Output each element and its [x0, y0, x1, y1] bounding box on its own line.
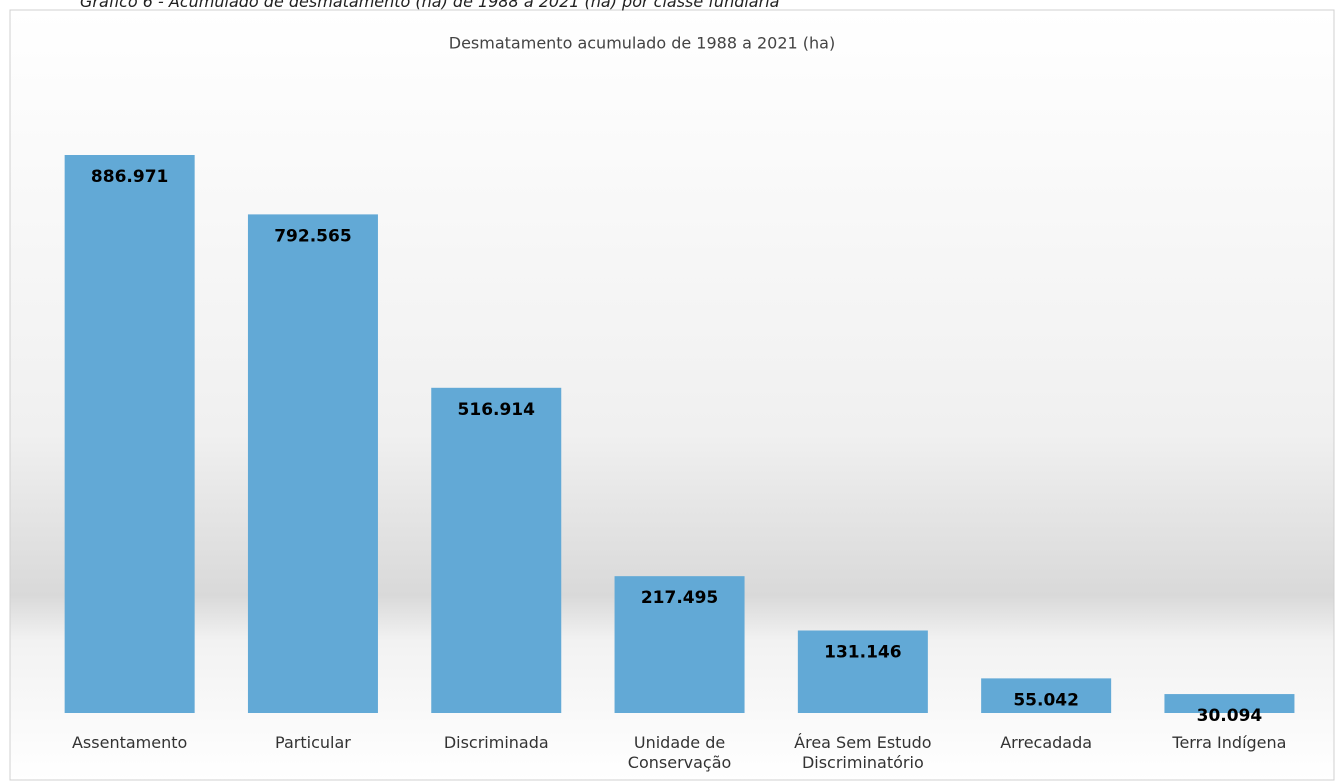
bar	[797, 630, 928, 713]
value-label: 516.914	[458, 400, 536, 420]
bar	[247, 214, 378, 713]
x-tick-label: Arrecadada	[1000, 733, 1093, 752]
x-tick-label: Assentamento	[71, 733, 188, 752]
value-label: 131.146	[824, 642, 901, 662]
x-tick-label: Discriminada	[443, 733, 549, 752]
value-label: 886.971	[91, 167, 168, 187]
x-tick-label: Área Sem Estudo Discriminatório	[794, 733, 932, 772]
caption: Gráfico 6 - Acumulado de desmatamento (h…	[80, 0, 780, 11]
value-label: 792.565	[274, 226, 351, 246]
x-tick-label: Terra Indígena	[1172, 733, 1287, 752]
x-tick-label: Particular	[275, 733, 351, 752]
x-tick-label: Unidade de Conservação	[627, 733, 732, 772]
value-label: 30.094	[1197, 706, 1263, 726]
bar	[1164, 694, 1295, 713]
value-label: 217.495	[641, 588, 718, 608]
value-label: 55.042	[1013, 690, 1079, 710]
bar	[614, 576, 745, 713]
bar	[431, 387, 562, 713]
chart-title: Desmatamento acumulado de 1988 a 2021 (h…	[449, 34, 835, 53]
bar	[981, 678, 1112, 713]
bar	[64, 155, 195, 713]
